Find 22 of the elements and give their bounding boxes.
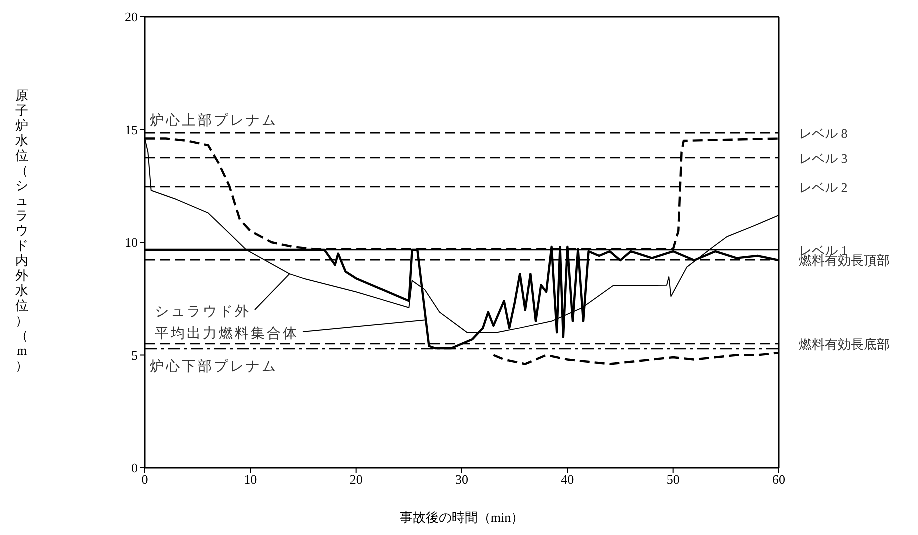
- y-tick-label: 10: [125, 235, 138, 250]
- x-tick-label: 40: [561, 472, 574, 488]
- text: 原子炉水位（シュラウド内外水位）（m）: [16, 88, 28, 373]
- x-tick-label: 30: [456, 472, 468, 488]
- x-tick-label: 10: [244, 472, 258, 488]
- annotation: シュラウド外: [155, 304, 251, 320]
- ref-line-label: レベル 8: [799, 126, 848, 142]
- ref-line-label: レベル 3: [799, 150, 848, 166]
- x-axis-title: 事故後の時間（min）: [400, 510, 524, 525]
- ref-line-label: 燃料有効長底部: [799, 336, 890, 352]
- x-tick-label: 20: [350, 472, 363, 488]
- y-tick-label: 5: [132, 348, 138, 363]
- x-tick-label: 60: [772, 472, 786, 488]
- annotation: 炉心上部プレナム: [150, 113, 278, 130]
- x-tick-label: 50: [666, 472, 680, 488]
- y-tick-label: 20: [125, 10, 138, 25]
- y-tick-label: 15: [125, 122, 138, 138]
- x-tick-label: 0: [142, 472, 148, 488]
- y-tick-label: 0: [132, 460, 138, 476]
- annotation: 炉心下部プレナム: [150, 358, 278, 375]
- ref-line-label: レベル 2: [799, 180, 848, 196]
- annotation: 平均出力燃料集合体: [155, 326, 299, 342]
